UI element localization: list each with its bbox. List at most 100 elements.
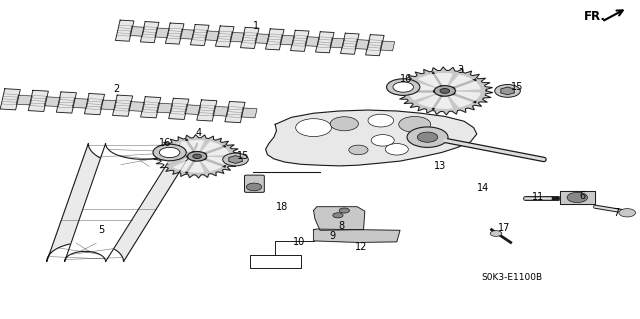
Text: 7: 7: [613, 208, 620, 218]
Wedge shape: [449, 74, 481, 90]
Polygon shape: [0, 89, 20, 110]
Text: 18: 18: [275, 202, 288, 212]
Polygon shape: [205, 31, 220, 41]
Polygon shape: [72, 99, 88, 108]
Text: 1: 1: [253, 21, 259, 31]
Circle shape: [393, 82, 413, 92]
Polygon shape: [266, 110, 477, 166]
Text: 2: 2: [113, 84, 120, 94]
Polygon shape: [216, 26, 234, 47]
Circle shape: [193, 154, 202, 159]
Polygon shape: [129, 102, 145, 111]
Polygon shape: [141, 97, 161, 118]
Circle shape: [490, 231, 502, 236]
Circle shape: [440, 88, 449, 93]
Text: 8: 8: [338, 221, 344, 232]
Polygon shape: [501, 87, 514, 95]
Polygon shape: [255, 34, 269, 43]
Polygon shape: [113, 95, 132, 116]
Polygon shape: [130, 26, 145, 36]
Circle shape: [223, 153, 248, 166]
Wedge shape: [202, 141, 230, 156]
Polygon shape: [560, 191, 595, 204]
Text: 9: 9: [330, 231, 336, 241]
Polygon shape: [155, 28, 170, 38]
Polygon shape: [213, 107, 229, 116]
Polygon shape: [84, 93, 104, 115]
Polygon shape: [16, 95, 32, 105]
Circle shape: [330, 117, 358, 131]
Circle shape: [619, 209, 636, 217]
Text: S0K3-E1100B: S0K3-E1100B: [481, 273, 543, 282]
Polygon shape: [28, 90, 49, 111]
Polygon shape: [291, 30, 309, 51]
Circle shape: [495, 85, 520, 97]
Polygon shape: [140, 22, 159, 43]
Polygon shape: [330, 38, 344, 48]
Circle shape: [188, 152, 207, 161]
Polygon shape: [154, 135, 241, 178]
Polygon shape: [65, 144, 180, 262]
Text: 12: 12: [355, 242, 368, 252]
Polygon shape: [185, 105, 201, 115]
Polygon shape: [280, 35, 294, 45]
Circle shape: [567, 192, 588, 203]
Polygon shape: [316, 32, 334, 53]
Circle shape: [246, 183, 262, 191]
Polygon shape: [365, 35, 384, 56]
Wedge shape: [409, 82, 435, 100]
Polygon shape: [266, 29, 284, 50]
Polygon shape: [241, 108, 257, 118]
Polygon shape: [166, 23, 184, 44]
Circle shape: [296, 119, 332, 137]
Polygon shape: [241, 27, 259, 48]
Polygon shape: [100, 100, 116, 110]
Wedge shape: [449, 92, 481, 108]
Wedge shape: [202, 157, 230, 171]
Wedge shape: [173, 160, 204, 173]
Circle shape: [153, 144, 186, 161]
Polygon shape: [380, 41, 395, 51]
Polygon shape: [229, 156, 242, 163]
Polygon shape: [169, 98, 189, 119]
Wedge shape: [418, 73, 453, 87]
Polygon shape: [47, 144, 197, 262]
Text: 14: 14: [477, 182, 490, 193]
Circle shape: [385, 144, 408, 155]
Text: 15: 15: [237, 151, 250, 161]
Text: 17: 17: [498, 223, 511, 233]
Text: 4: 4: [195, 128, 202, 138]
FancyBboxPatch shape: [244, 175, 264, 192]
Polygon shape: [56, 92, 76, 113]
Circle shape: [333, 213, 343, 218]
Text: 16: 16: [400, 74, 413, 84]
Text: 3: 3: [458, 65, 464, 75]
Polygon shape: [314, 229, 400, 242]
Circle shape: [399, 116, 431, 132]
Polygon shape: [397, 67, 493, 115]
Circle shape: [339, 208, 349, 213]
Polygon shape: [225, 101, 245, 122]
Text: 11: 11: [531, 192, 544, 202]
Circle shape: [159, 147, 180, 158]
Polygon shape: [305, 37, 319, 46]
Polygon shape: [180, 29, 195, 39]
Polygon shape: [197, 100, 217, 121]
Polygon shape: [230, 33, 244, 42]
Circle shape: [387, 79, 420, 95]
Polygon shape: [115, 20, 134, 41]
Circle shape: [349, 145, 368, 155]
Wedge shape: [164, 148, 188, 165]
Text: 13: 13: [434, 161, 447, 171]
Polygon shape: [340, 33, 359, 54]
Wedge shape: [418, 95, 453, 109]
Circle shape: [368, 114, 394, 127]
Text: 5: 5: [98, 225, 104, 235]
Text: 10: 10: [293, 237, 306, 247]
Text: 16: 16: [159, 138, 172, 148]
Polygon shape: [44, 97, 60, 107]
Polygon shape: [314, 207, 365, 230]
Circle shape: [371, 135, 394, 146]
Text: FR.: FR.: [584, 10, 605, 23]
Polygon shape: [191, 25, 209, 46]
